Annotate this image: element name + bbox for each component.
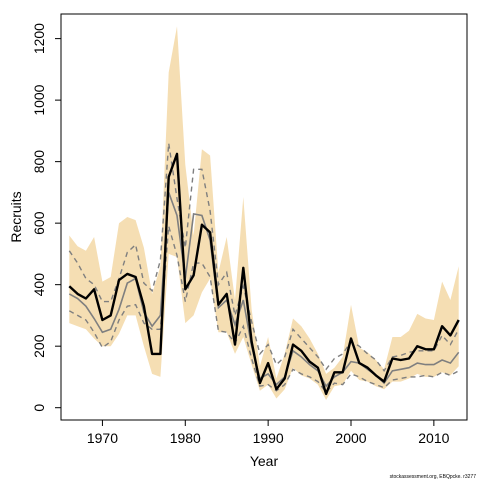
x-tick-label: 1980 <box>170 430 201 446</box>
interval-upper-line <box>68 143 460 373</box>
x-tick-label: 2010 <box>418 430 449 446</box>
interval-lower-line <box>68 226 460 394</box>
x-tick-label: 1970 <box>87 430 118 446</box>
y-axis: 0 200 400 600 800 1000 1200 <box>31 23 61 412</box>
plot-frame <box>60 13 468 421</box>
estimate-line <box>68 152 460 396</box>
y-tick-label: 200 <box>31 334 47 358</box>
y-tick-label: 400 <box>31 273 47 297</box>
y-tick-label: 1000 <box>31 84 47 115</box>
credit-text: stockassessment.org, EBQpcke. r3277 <box>390 474 477 480</box>
x-axis-label: Year <box>250 453 279 469</box>
x-axis: 1970 1980 1990 2000 2010 <box>87 420 450 446</box>
plot-area <box>68 26 460 401</box>
y-tick-label: 1200 <box>31 23 47 54</box>
y-tick-label: 800 <box>31 150 47 174</box>
y-tick-label: 600 <box>31 211 47 235</box>
y-tick-label: 0 <box>31 404 47 412</box>
y-axis-label: Recruits <box>8 191 24 242</box>
confidence-band <box>69 26 459 401</box>
x-tick-label: 1990 <box>253 430 284 446</box>
x-tick-label: 2000 <box>335 430 366 446</box>
